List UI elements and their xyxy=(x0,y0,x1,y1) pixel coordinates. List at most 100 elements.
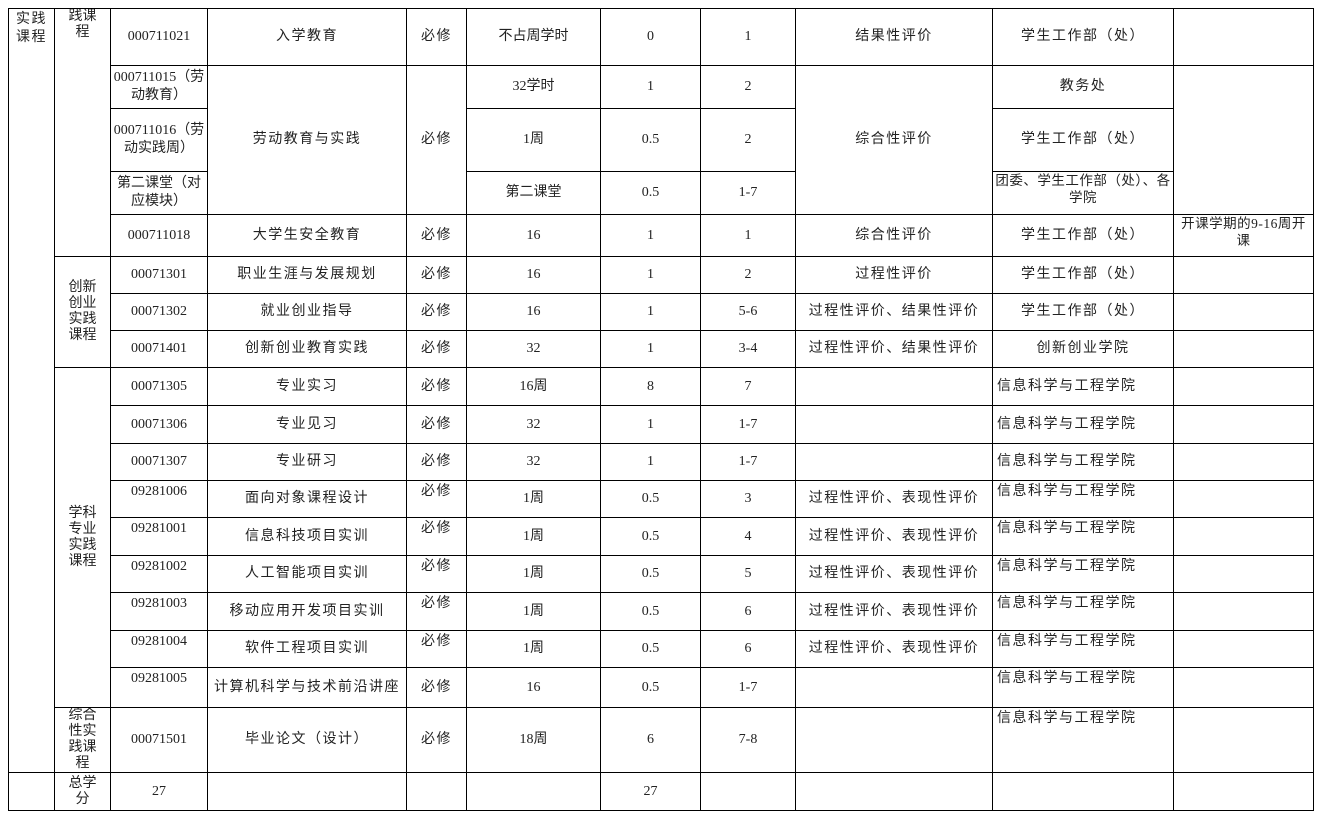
course-credits: 1 xyxy=(600,256,701,294)
course-name: 专业见习 xyxy=(207,405,407,444)
course-code: 09281006 xyxy=(110,480,208,518)
empty-cell xyxy=(795,772,993,811)
group-cell: 践课程 xyxy=(54,8,111,257)
course-semester: 7-8 xyxy=(700,707,796,773)
evaluation-method: 过程性评价 xyxy=(795,256,993,294)
curriculum-table: 实践课程 践课程 000711021 入学教育 必修 不占周学时 0 1 结果性评价 学生工作部（… xyxy=(8,8,1314,811)
course-hours: 16 xyxy=(466,293,601,331)
course-code: 00071305 xyxy=(110,367,208,406)
table-row: 00071306 专业见习 必修 32 1 1-7 信息科学与工程学院 xyxy=(9,405,1314,444)
course-credits: 0 xyxy=(600,8,701,66)
table-row: 09281001 信息科技项目实训 必修 1周 0.5 4 过程性评价、表现性评价 信息科学与… xyxy=(9,517,1314,556)
course-type: 必修 xyxy=(406,367,467,406)
evaluation-method: 综合性评价 xyxy=(795,65,993,215)
course-name: 就业创业指导 xyxy=(207,293,407,331)
course-credits: 0.5 xyxy=(600,517,701,556)
note xyxy=(1173,330,1314,368)
group-cell: 综合性实践课程 xyxy=(54,707,111,773)
course-code: 09281001 xyxy=(110,517,208,556)
note xyxy=(1173,517,1314,556)
group-cell: 创新创业实践课程 xyxy=(54,256,111,368)
department: 创新创业学院 xyxy=(992,330,1174,368)
course-type: 必修 xyxy=(406,256,467,294)
note xyxy=(1173,480,1314,518)
course-code: 000711016（劳动实践周） xyxy=(110,108,208,172)
department: 学生工作部（处） xyxy=(992,293,1174,331)
course-type: 必修 xyxy=(406,667,467,708)
empty-cell xyxy=(700,772,796,811)
department: 学生工作部（处） xyxy=(992,108,1174,172)
department: 信息科学与工程学院 xyxy=(992,555,1174,593)
course-semester: 2 xyxy=(700,108,796,172)
evaluation-method xyxy=(795,405,993,444)
course-hours: 16 xyxy=(466,667,601,708)
department: 学生工作部（处） xyxy=(992,8,1174,66)
table-row: 000711015（劳动教育） 劳动教育与实践 必修 32学时 1 2 综合性评价 教务处 xyxy=(9,65,1314,215)
course-semester: 7 xyxy=(700,367,796,406)
course-name: 面向对象课程设计 xyxy=(207,480,407,518)
course-hours: 1周 xyxy=(466,480,601,518)
course-hours: 16周 xyxy=(466,367,601,406)
evaluation-method: 过程性评价、表现性评价 xyxy=(795,630,993,668)
course-semester: 5-6 xyxy=(700,293,796,331)
course-name: 移动应用开发项目实训 xyxy=(207,592,407,631)
course-credits: 0.5 xyxy=(600,555,701,593)
table-row: 00071302 就业创业指导 必修 16 1 5-6 过程性评价、结果性评价 学生工作部（处… xyxy=(9,293,1314,331)
note xyxy=(1173,405,1314,444)
course-hours: 16 xyxy=(466,214,601,257)
total-label: 总学分 xyxy=(54,772,111,811)
course-name: 软件工程项目实训 xyxy=(207,630,407,668)
note xyxy=(1173,293,1314,331)
table-row: 创新创业实践课程 00071301 职业生涯与发展规划 必修 16 1 2 过程性评价 学生工作… xyxy=(9,256,1314,368)
course-type: 必修 xyxy=(406,555,467,593)
note xyxy=(1173,65,1314,215)
course-name: 毕业论文（设计） xyxy=(207,707,407,773)
empty-cell xyxy=(466,772,601,811)
course-hours: 1周 xyxy=(466,555,601,593)
course-credits: 0.5 xyxy=(600,592,701,631)
group-cell: 学科专业实践课程 xyxy=(54,367,111,708)
department: 信息科学与工程学院 xyxy=(992,443,1174,481)
course-hours: 不占周学时 xyxy=(466,8,601,66)
empty-cell xyxy=(406,772,467,811)
course-type: 必修 xyxy=(406,480,467,518)
course-credits: 0.5 xyxy=(600,108,701,172)
course-hours: 32学时 xyxy=(466,65,601,109)
evaluation-method: 过程性评价、表现性评价 xyxy=(795,517,993,556)
department: 信息科学与工程学院 xyxy=(992,592,1174,631)
evaluation-method xyxy=(795,707,993,773)
note xyxy=(1173,8,1314,66)
table-row: 实践课程 践课程 000711021 入学教育 必修 不占周学时 0 1 结果性评价 学生工作部（… xyxy=(8,8,1314,773)
course-semester: 6 xyxy=(700,592,796,631)
department: 信息科学与工程学院 xyxy=(992,707,1174,773)
course-credits: 1 xyxy=(600,405,701,444)
course-hours: 32 xyxy=(466,443,601,481)
course-type: 必修 xyxy=(406,443,467,481)
course-hours: 1周 xyxy=(466,592,601,631)
course-type: 必修 xyxy=(406,630,467,668)
course-name: 专业实习 xyxy=(207,367,407,406)
note xyxy=(1173,367,1314,406)
course-semester: 1-7 xyxy=(700,171,796,215)
course-code: 000711015（劳动教育） xyxy=(110,65,208,109)
table-row: 第二课堂（对应模块） 第二课堂 0.5 1-7 团委、学生工作部（处）、各学院 xyxy=(9,171,1314,215)
course-semester: 5 xyxy=(700,555,796,593)
table-row: 09281002 人工智能项目实训 必修 1周 0.5 5 过程性评价、表现性评价 信息科学与… xyxy=(9,555,1314,593)
evaluation-method: 过程性评价、表现性评价 xyxy=(795,555,993,593)
course-code: 00071302 xyxy=(110,293,208,331)
course-name: 入学教育 xyxy=(207,8,407,66)
course-hours: 16 xyxy=(466,256,601,294)
table-row: 09281005 计算机科学与技术前沿讲座 必修 16 0.5 1-7 信息科学与工程学院 xyxy=(9,667,1314,708)
department: 信息科学与工程学院 xyxy=(992,367,1174,406)
empty-cell xyxy=(992,772,1174,811)
department: 学生工作部（处） xyxy=(992,256,1174,294)
course-name: 信息科技项目实训 xyxy=(207,517,407,556)
empty-cell xyxy=(8,772,55,811)
department: 信息科学与工程学院 xyxy=(992,630,1174,668)
department: 信息科学与工程学院 xyxy=(992,667,1174,708)
course-code: 00071301 xyxy=(110,256,208,294)
course-credits: 1 xyxy=(600,443,701,481)
evaluation-method: 过程性评价、结果性评价 xyxy=(795,330,993,368)
course-type: 必修 xyxy=(406,293,467,331)
course-semester: 1 xyxy=(700,8,796,66)
